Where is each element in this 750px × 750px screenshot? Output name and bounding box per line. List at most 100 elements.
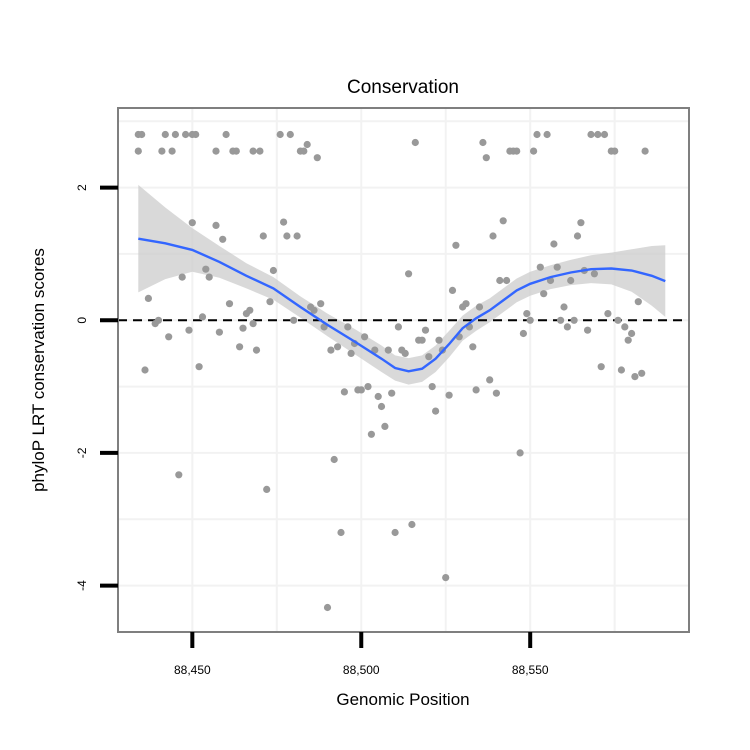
data-point bbox=[239, 324, 247, 332]
data-point bbox=[249, 320, 257, 328]
data-point bbox=[266, 298, 274, 306]
data-point bbox=[577, 219, 585, 227]
data-point bbox=[597, 363, 605, 371]
data-point bbox=[256, 147, 264, 155]
data-point bbox=[357, 386, 365, 394]
data-point bbox=[280, 218, 288, 226]
data-point bbox=[269, 266, 277, 275]
x-axis: 88,450 88,500 88,550 bbox=[174, 632, 549, 677]
data-point bbox=[391, 528, 399, 537]
data-point bbox=[472, 386, 480, 394]
data-point bbox=[486, 376, 494, 384]
x-tick-label: 88,450 bbox=[174, 663, 211, 677]
data-point bbox=[567, 276, 575, 285]
data-point bbox=[482, 154, 490, 162]
data-point bbox=[361, 333, 369, 341]
data-point bbox=[435, 336, 443, 344]
data-point bbox=[388, 389, 396, 397]
data-point bbox=[516, 449, 524, 457]
data-point bbox=[182, 130, 190, 139]
y-tick-label: -4 bbox=[75, 580, 89, 591]
data-point bbox=[168, 147, 176, 155]
data-point bbox=[533, 130, 541, 139]
data-point bbox=[550, 240, 558, 248]
data-point bbox=[374, 392, 382, 401]
data-point bbox=[185, 326, 193, 334]
data-point bbox=[259, 232, 267, 240]
data-point bbox=[584, 326, 592, 334]
data-point bbox=[175, 471, 183, 479]
data-point bbox=[614, 316, 622, 324]
data-point bbox=[557, 316, 565, 324]
data-point bbox=[594, 130, 602, 139]
data-point bbox=[337, 528, 345, 537]
data-point bbox=[489, 232, 497, 240]
data-point bbox=[165, 333, 173, 341]
data-point bbox=[138, 130, 146, 139]
data-point bbox=[621, 323, 629, 331]
data-point bbox=[249, 147, 257, 155]
x-tick-label: 88,550 bbox=[512, 663, 549, 677]
data-point bbox=[536, 263, 544, 271]
x-tick-label: 88,500 bbox=[343, 663, 380, 677]
data-point bbox=[445, 391, 453, 399]
data-point bbox=[560, 303, 568, 311]
data-point bbox=[631, 373, 639, 381]
data-point bbox=[530, 147, 538, 155]
data-point bbox=[442, 574, 450, 582]
data-point bbox=[496, 276, 504, 285]
data-point bbox=[202, 265, 210, 273]
data-point bbox=[570, 316, 578, 324]
data-point bbox=[381, 422, 389, 430]
y-axis: -4 -2 0 2 bbox=[75, 184, 118, 591]
data-point bbox=[317, 300, 325, 308]
data-point bbox=[310, 306, 318, 314]
plot-frame bbox=[117, 107, 690, 633]
data-point bbox=[479, 138, 487, 147]
data-point bbox=[425, 353, 433, 361]
data-point bbox=[475, 303, 484, 311]
data-point bbox=[384, 346, 392, 354]
data-point bbox=[503, 276, 511, 285]
data-point bbox=[611, 147, 619, 155]
data-point bbox=[198, 313, 207, 321]
data-point bbox=[283, 232, 291, 240]
data-point bbox=[192, 130, 200, 139]
data-point bbox=[408, 520, 416, 529]
data-point bbox=[452, 241, 460, 249]
x-axis-title: Genomic Position bbox=[336, 690, 469, 709]
data-point bbox=[340, 388, 348, 396]
data-point bbox=[188, 219, 196, 227]
data-point bbox=[540, 290, 548, 298]
data-point bbox=[178, 273, 186, 281]
data-point bbox=[523, 310, 531, 318]
data-point bbox=[405, 270, 413, 278]
data-point bbox=[161, 130, 169, 139]
data-point bbox=[604, 310, 612, 318]
data-point bbox=[421, 326, 430, 334]
data-point bbox=[432, 407, 440, 415]
data-point bbox=[411, 138, 419, 147]
y-tick-label: 2 bbox=[75, 184, 89, 191]
data-point bbox=[469, 343, 477, 351]
data-point bbox=[641, 147, 649, 155]
data-point bbox=[628, 329, 636, 338]
data-point bbox=[624, 336, 632, 344]
data-point bbox=[377, 402, 386, 411]
data-point bbox=[263, 485, 271, 493]
data-point bbox=[543, 130, 551, 139]
data-point bbox=[367, 430, 375, 438]
confidence-band bbox=[138, 184, 666, 385]
data-point bbox=[448, 286, 457, 294]
data-point bbox=[519, 329, 528, 338]
data-point bbox=[638, 369, 646, 377]
data-point bbox=[492, 389, 500, 397]
y-axis-title: phyloP LRT conservation scores bbox=[29, 248, 48, 492]
data-point bbox=[246, 306, 254, 314]
data-point bbox=[364, 383, 372, 391]
data-point bbox=[327, 346, 335, 354]
data-point bbox=[513, 147, 521, 155]
data-point bbox=[232, 147, 240, 155]
data-point bbox=[144, 294, 152, 302]
data-point bbox=[323, 603, 332, 612]
